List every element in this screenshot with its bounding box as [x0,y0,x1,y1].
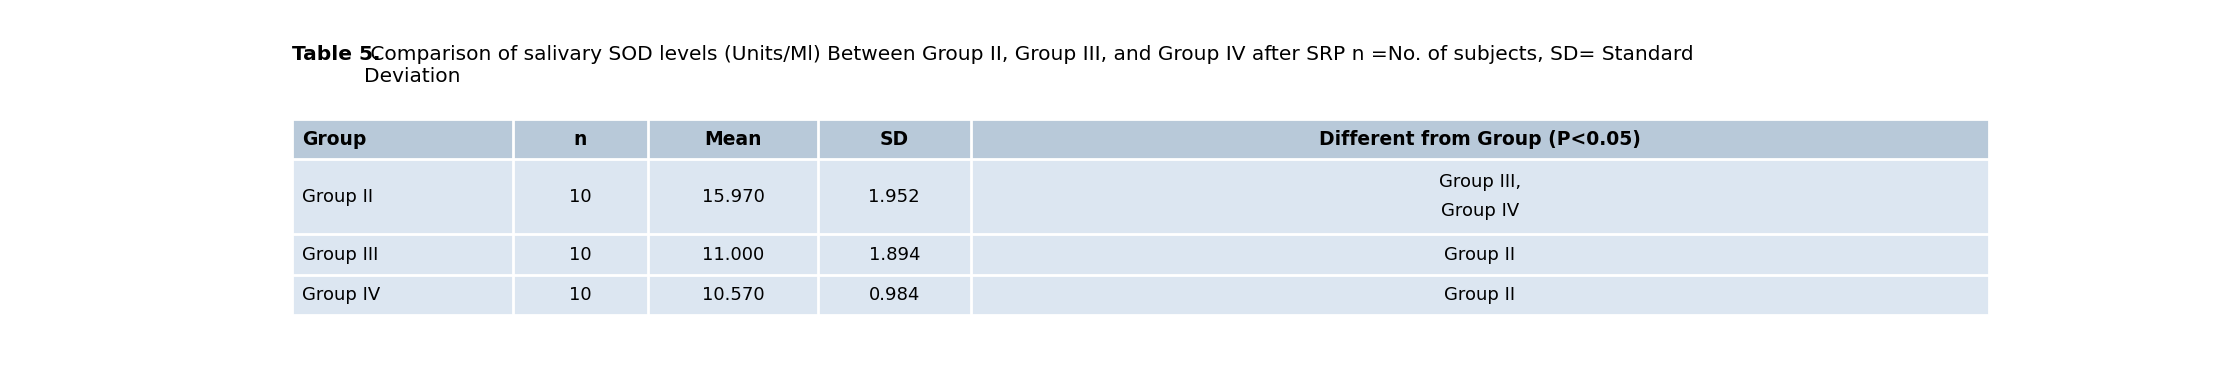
Text: 0.984: 0.984 [868,286,919,304]
Text: n: n [574,130,587,149]
Text: SD: SD [879,130,908,149]
Text: Group II: Group II [303,188,374,206]
Text: 10: 10 [570,188,592,206]
Text: Group III,
Group IV: Group III, Group IV [1440,173,1520,221]
Text: Group II: Group II [1444,286,1515,304]
Text: Group II: Group II [1444,246,1515,264]
Text: Group IV: Group IV [303,286,380,304]
Text: Different from Group (P<0.05): Different from Group (P<0.05) [1319,130,1640,149]
Text: Comparison of salivary SOD levels (Units/Ml) Between Group II, Group III, and Gr: Comparison of salivary SOD levels (Units… [365,46,1693,87]
Text: 11.000: 11.000 [701,246,763,264]
Text: 10: 10 [570,286,592,304]
Text: 15.970: 15.970 [701,188,765,206]
Text: 10.570: 10.570 [701,286,765,304]
Text: 10: 10 [570,246,592,264]
Text: 1.894: 1.894 [868,246,919,264]
Text: 1.952: 1.952 [868,188,921,206]
Text: Mean: Mean [705,130,761,149]
Text: Group III: Group III [303,246,378,264]
Text: Table 5.: Table 5. [291,46,380,65]
Text: Group: Group [303,130,367,149]
